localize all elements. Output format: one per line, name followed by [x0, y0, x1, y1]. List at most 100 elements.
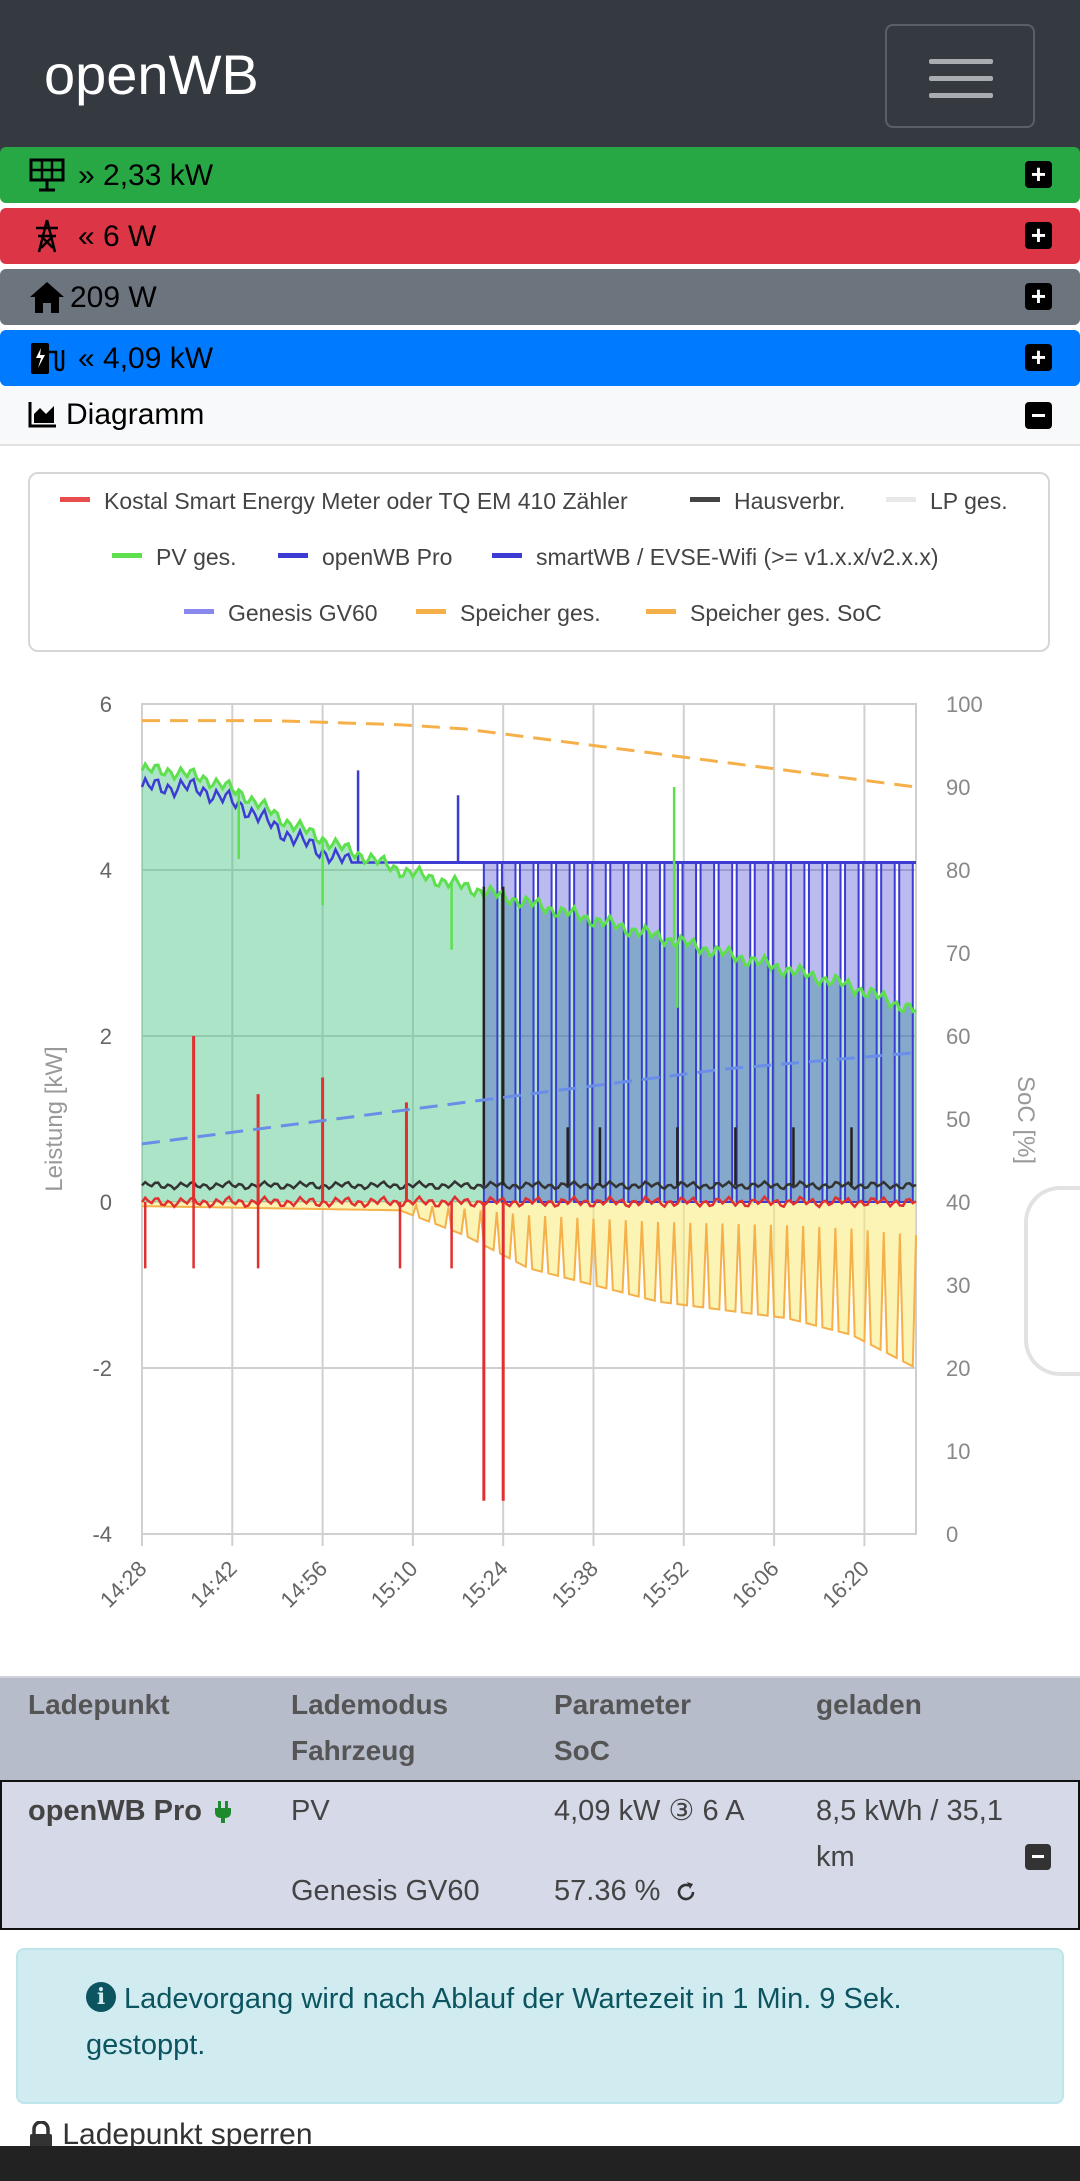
charge-pulse [645, 861, 661, 1203]
bottom-system-bar [0, 2146, 1080, 2181]
x-tick-label: 15:38 [546, 1556, 603, 1613]
power-pylon-icon [36, 219, 58, 253]
y2-tick-label: 70 [946, 941, 970, 966]
navbar: openWB [0, 0, 1080, 153]
expand-icon[interactable]: + [1025, 161, 1052, 188]
y2-tick-label: 10 [946, 1439, 970, 1464]
legend-swatch [646, 609, 676, 615]
y-axis-label: Leistung [kW] [41, 1046, 68, 1191]
diagram-label: Diagramm [66, 398, 205, 431]
vehicle-name[interactable]: Genesis GV60 [291, 1875, 480, 1907]
pv-status-bar[interactable]: » 2,33 kW + [0, 147, 1080, 203]
legend-item[interactable]: openWB Pro [278, 544, 452, 571]
legend-item[interactable]: LP ges. [886, 488, 1008, 515]
charged-energy: 8,5 kWh / 35,1 [816, 1795, 1003, 1827]
x-tick-label: 14:28 [95, 1556, 152, 1613]
charge-point-row[interactable]: openWB Pro PV 4,09 kW ③ 6 A 8,5 kWh / 35… [0, 1780, 1080, 1930]
house-power-value: 209 W [70, 281, 157, 314]
y-tick-label: -4 [92, 1522, 112, 1547]
x-tick-label: 14:56 [276, 1556, 333, 1613]
charge-pulse [898, 861, 914, 1203]
legend-item[interactable]: Kostal Smart Energy Meter oder TQ EM 410… [60, 488, 628, 515]
charge-pulse [807, 861, 824, 1203]
x-tick-label: 14:42 [185, 1556, 242, 1613]
charge-mode[interactable]: PV [291, 1795, 330, 1827]
x-tick-label: 15:10 [366, 1556, 423, 1613]
charge-point-name[interactable]: openWB Pro [28, 1788, 232, 1834]
legend-item[interactable]: smartWB / EVSE-Wifi (>= v1.x.x/v2.x.x) [492, 544, 939, 571]
grid-line [141, 1194, 917, 1209]
side-panel-handle[interactable] [1024, 1186, 1080, 1376]
legend-item[interactable]: Hausverbr. [690, 488, 845, 515]
collapse-icon[interactable] [1025, 402, 1052, 429]
y2-tick-label: 80 [946, 858, 970, 883]
solar-panel-icon [29, 158, 65, 192]
charge-pulse [663, 861, 679, 1203]
info-icon: i [86, 1982, 116, 2012]
legend-item[interactable]: Speicher ges. SoC [646, 600, 882, 627]
charge-pulse [609, 861, 625, 1203]
plug-icon [215, 1801, 232, 1824]
diagram-header[interactable]: Diagramm [0, 386, 1080, 446]
charge-status-bar[interactable]: « 4,09 kW + [0, 330, 1080, 386]
charge-pulse [880, 861, 896, 1203]
grid-status-bar[interactable]: « 6 W + [0, 208, 1080, 264]
house-line [141, 1179, 917, 1191]
legend-swatch [416, 609, 446, 615]
house-status-bar[interactable]: 209 W + [0, 269, 1080, 325]
menu-toggle-button[interactable] [885, 24, 1035, 128]
header-soc: SoC [554, 1735, 610, 1766]
y-tick-label: 0 [100, 1190, 112, 1215]
header-parameter: Parameter [554, 1689, 691, 1720]
brand-title[interactable]: openWB [44, 43, 259, 106]
info-alert: Ladevorgang wird nach Ablauf der Warteze… [16, 1948, 1064, 2104]
charged-range-unit: km [816, 1841, 855, 1873]
legend-swatch [60, 497, 90, 503]
storage-area [142, 1202, 916, 1367]
legend-swatch [886, 497, 916, 503]
pv-power-value: » 2,33 kW [78, 159, 214, 192]
charge-pulse [771, 861, 788, 1203]
expand-icon[interactable]: + [1025, 344, 1052, 371]
header-geladen: geladen [816, 1689, 922, 1720]
legend-swatch [278, 553, 308, 559]
charge-pulse [482, 861, 499, 1203]
y2-tick-label: 60 [946, 1024, 970, 1049]
refresh-icon[interactable] [674, 1880, 698, 1904]
charging-station-icon [31, 343, 65, 374]
x-tick-label: 15:24 [456, 1556, 513, 1613]
y2-tick-label: 100 [946, 692, 983, 717]
header-lademodus: Lademodus [291, 1689, 449, 1720]
chart-legend: Kostal Smart Energy Meter oder TQ EM 410… [28, 472, 1050, 652]
charge-pulse [627, 861, 643, 1203]
y2-tick-label: 40 [946, 1190, 970, 1215]
vehicle-soc: 57.36 % [554, 1868, 698, 1914]
legend-item[interactable]: Genesis GV60 [184, 600, 378, 627]
charge-line [140, 775, 400, 866]
y2-axis-label: SoC [%] [1012, 1076, 1039, 1164]
grid-power-value: « 6 W [78, 220, 157, 253]
charge-point-table-header: Ladepunkt Lademodus Fahrzeug Parameter S… [0, 1676, 1080, 1782]
legend-swatch [690, 497, 720, 503]
expand-icon[interactable]: + [1025, 283, 1052, 310]
charge-pulse [681, 861, 698, 1203]
y-tick-label: 6 [100, 692, 112, 717]
y2-tick-label: 50 [946, 1107, 970, 1132]
charge-pulse [753, 861, 770, 1203]
legend-swatch [112, 553, 142, 559]
x-tick-label: 16:06 [727, 1556, 784, 1613]
expand-icon[interactable]: + [1025, 222, 1052, 249]
legend-item[interactable]: Speicher ges. [416, 600, 601, 627]
charge-parameter: 4,09 kW ③ 6 A [554, 1795, 745, 1827]
y-tick-label: 2 [100, 1024, 112, 1049]
storage-line [141, 1201, 917, 1368]
x-tick-label: 15:52 [637, 1556, 694, 1613]
charge-pulse [699, 861, 716, 1203]
legend-item[interactable]: PV ges. [112, 544, 237, 571]
ev-soc-line [141, 1051, 917, 1146]
collapse-row-icon[interactable] [1025, 1844, 1051, 1870]
header-ladepunkt: Ladepunkt [28, 1689, 170, 1720]
y-tick-label: -2 [92, 1356, 112, 1381]
charge-pulse [735, 861, 752, 1203]
